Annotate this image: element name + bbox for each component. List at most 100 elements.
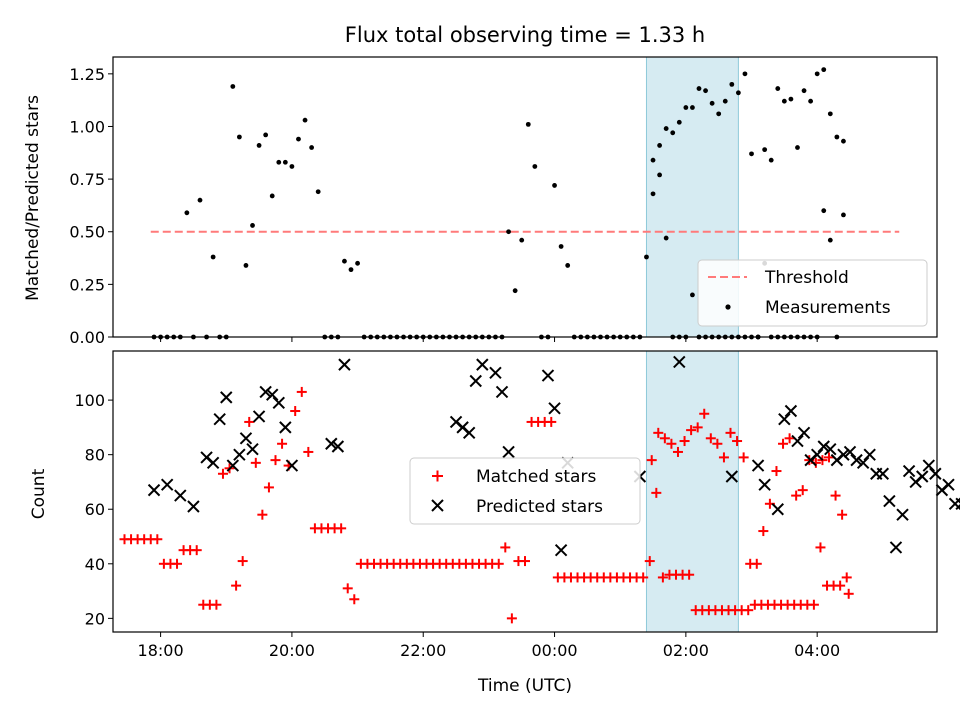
measurement-point: [558, 244, 564, 249]
matched-point: [653, 427, 664, 438]
series-matched-stars: [119, 386, 854, 624]
bottom-panel: Count Time (UTC) 20 40 60 80 100 18:00 20:00 2…: [29, 350, 960, 696]
y-tick-label: 60: [85, 500, 105, 519]
x-tick-label: 04:00: [794, 641, 840, 660]
predicted-point: [824, 443, 837, 456]
measurement-point: [243, 263, 249, 268]
measurement-point: [230, 84, 236, 89]
predicted-point: [469, 374, 482, 388]
top-panel: Flux total observing time = 1.33 h Match…: [23, 23, 938, 347]
predicted-point: [285, 459, 299, 472]
y-tick-label: 20: [85, 609, 105, 628]
predicted-point: [751, 459, 765, 472]
x-tick-label: 22:00: [400, 641, 446, 660]
measurement-point: [827, 237, 833, 243]
predicted-point: [220, 391, 233, 404]
matched-point: [172, 558, 183, 569]
measurement-point: [525, 121, 531, 127]
measurement-point: [749, 151, 754, 157]
matched-point: [797, 485, 808, 496]
measurement-point: [236, 134, 242, 140]
top-plot-frame: [112, 56, 938, 338]
measurement-point: [282, 159, 288, 165]
measurements-legend-marker: [725, 304, 731, 310]
matched-point: [191, 545, 202, 556]
measurement-point: [269, 193, 275, 199]
matched-point: [692, 422, 703, 433]
matched-point: [712, 438, 723, 449]
matched-point: [263, 482, 274, 493]
top-y-axis-label: Matched/Predicted stars: [23, 95, 43, 301]
measurement-point: [197, 197, 203, 203]
predicted-point: [279, 421, 292, 434]
measurement-point: [315, 189, 321, 195]
predicted-point: [896, 508, 909, 521]
measurement-point: [841, 212, 846, 218]
matched-point: [699, 408, 710, 419]
measurement-point: [781, 98, 787, 104]
measurement-point: [210, 254, 216, 260]
predicted-point: [863, 448, 876, 461]
measurement-point: [683, 105, 689, 110]
measurement-point: [834, 134, 840, 140]
measurement-point: [506, 229, 511, 235]
measurement-point: [729, 81, 735, 87]
matched-point: [638, 572, 649, 583]
matched-point: [791, 490, 802, 501]
series-predicted-stars: [147, 355, 960, 557]
predicted-legend-marker: [431, 499, 444, 512]
matched-point: [296, 386, 307, 397]
matched-point: [217, 468, 228, 479]
predicted-point: [778, 412, 791, 426]
y-tick-label: 100: [74, 391, 105, 410]
predicted-point: [233, 448, 246, 461]
predicted-point: [784, 404, 798, 418]
measurement-point: [814, 71, 820, 77]
predicted-point: [922, 459, 935, 472]
measurement-point: [742, 71, 748, 77]
matched-point: [506, 613, 517, 624]
matched-point: [237, 556, 248, 567]
matched-point: [546, 416, 557, 427]
predicted-point: [187, 500, 200, 513]
measurement-point: [676, 119, 682, 125]
predicted-point: [502, 445, 515, 459]
matched-point: [336, 523, 347, 534]
measurement-point: [696, 86, 702, 91]
chart-title: Flux total observing time = 1.33 h: [345, 23, 705, 47]
legend-threshold-label: Threshold: [764, 268, 849, 288]
bottom-y-axis-label: Count: [29, 468, 49, 519]
matched-point: [718, 452, 729, 463]
measurement-point: [289, 164, 295, 169]
matched-point: [684, 569, 695, 580]
matched-point: [250, 457, 261, 468]
predicted-point: [476, 358, 489, 371]
predicted-point: [325, 437, 338, 450]
measurement-point: [184, 210, 190, 216]
matched-point: [211, 599, 222, 610]
matched-point: [290, 406, 301, 417]
predicted-point: [837, 448, 850, 461]
predicted-point: [252, 410, 266, 423]
matched-point: [843, 588, 854, 599]
measurement-point: [644, 254, 649, 260]
matched-point: [659, 433, 670, 444]
matched-point: [837, 509, 848, 520]
predicted-point: [548, 402, 561, 415]
measurement-point: [841, 138, 846, 144]
predicted-point: [889, 541, 903, 554]
matched-point: [743, 605, 754, 616]
predicted-point: [554, 543, 568, 557]
x-axis-label: Time (UTC): [477, 676, 572, 696]
matched-point: [784, 433, 795, 444]
matched-point: [738, 452, 749, 463]
x-tick-label: 02:00: [663, 641, 709, 660]
x-tick-label: 20:00: [269, 641, 315, 660]
measurement-point: [821, 208, 827, 214]
predicted-point: [160, 478, 174, 491]
measurement-point: [690, 105, 695, 110]
legend-predicted-label: Predicted stars: [476, 497, 603, 517]
measurement-point: [795, 145, 800, 150]
matched-point: [646, 455, 657, 466]
measurement-point: [716, 111, 722, 117]
